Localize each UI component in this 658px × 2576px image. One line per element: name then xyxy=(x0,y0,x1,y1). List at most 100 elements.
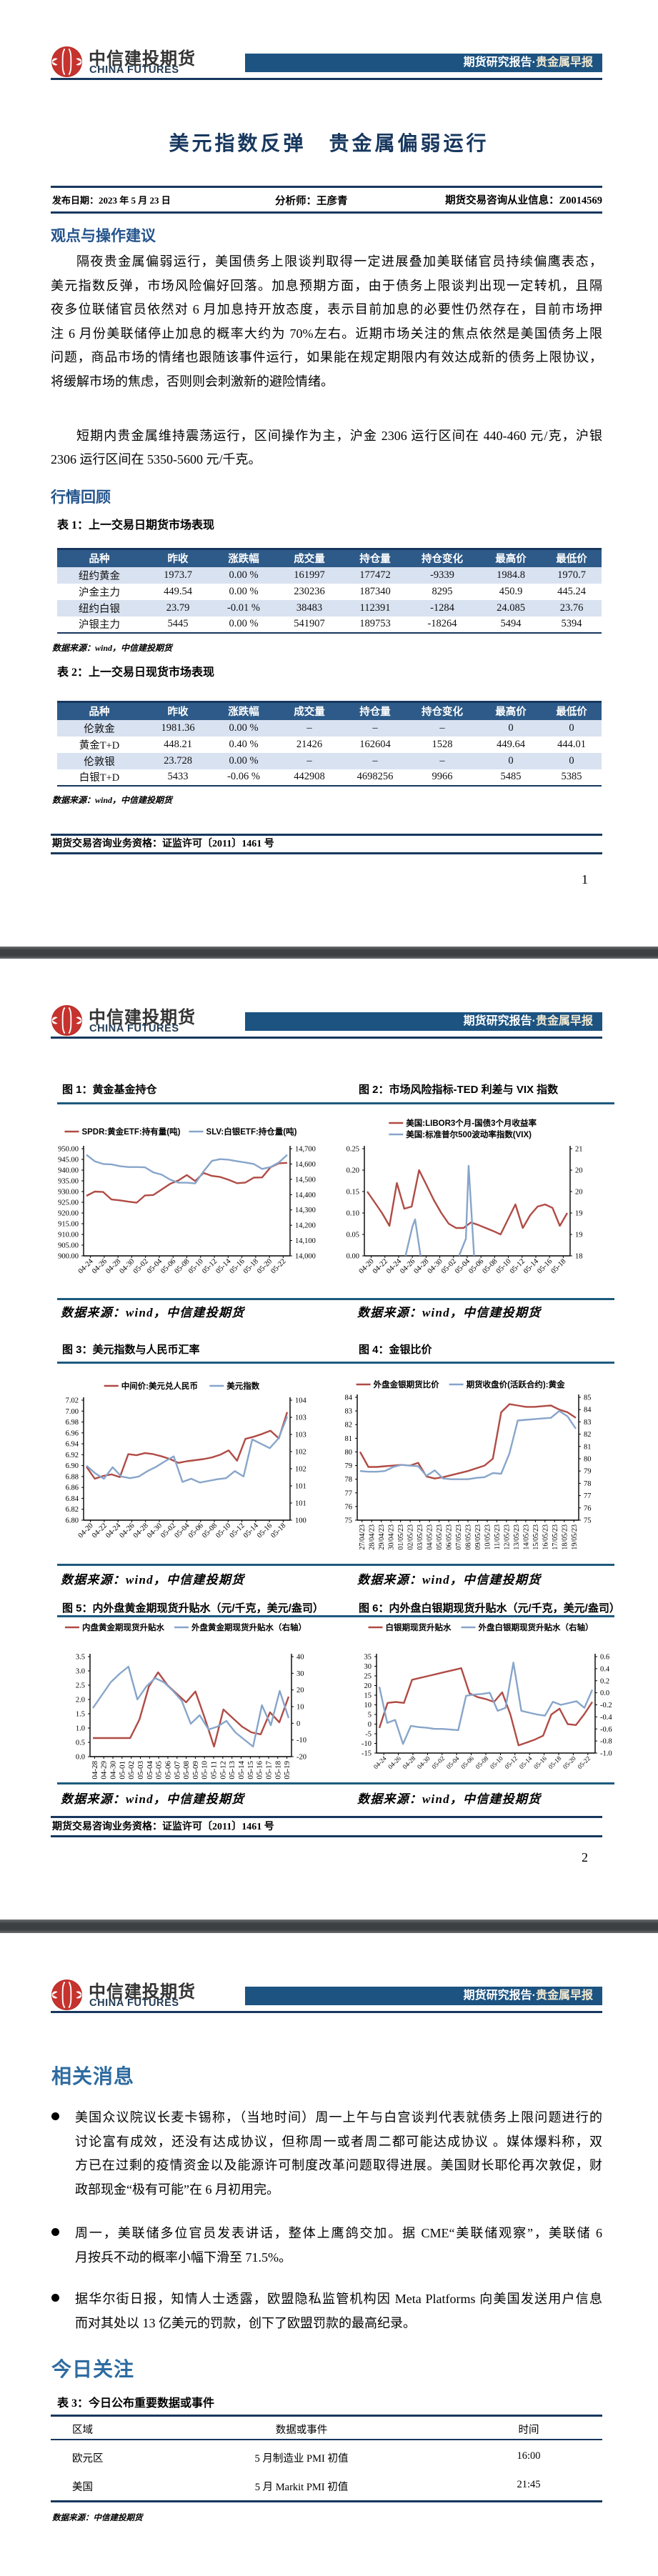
svg-text:15: 15 xyxy=(364,1692,372,1700)
svg-text:-0.4: -0.4 xyxy=(600,1714,612,1722)
svg-text:05-01: 05-01 xyxy=(118,1761,126,1779)
svg-text:82: 82 xyxy=(584,1431,592,1439)
svg-text:905.00: 905.00 xyxy=(58,1242,79,1250)
svg-text:05-16: 05-16 xyxy=(229,1257,246,1275)
svg-text:0.6: 0.6 xyxy=(600,1654,609,1662)
svg-text:20: 20 xyxy=(364,1682,372,1690)
svg-text:04-28: 04-28 xyxy=(412,1257,430,1275)
svg-text:14,300: 14,300 xyxy=(295,1207,316,1214)
svg-text:05-14: 05-14 xyxy=(242,1522,261,1540)
svg-text:81: 81 xyxy=(345,1435,353,1443)
svg-text:04-20: 04-20 xyxy=(77,1522,95,1539)
svg-text:16/05/23: 16/05/23 xyxy=(542,1524,549,1550)
svg-text:2.5: 2.5 xyxy=(76,1682,85,1690)
svg-text:103: 103 xyxy=(295,1414,306,1422)
svg-text:6.88: 6.88 xyxy=(66,1473,79,1481)
svg-text:6.92: 6.92 xyxy=(66,1452,79,1459)
svg-text:03/05/23: 03/05/23 xyxy=(417,1524,424,1550)
svg-text:外盘金银期货比价: 外盘金银期货比价 xyxy=(373,1379,439,1389)
svg-text:05-18: 05-18 xyxy=(549,1257,567,1275)
svg-text:935.00: 935.00 xyxy=(58,1178,79,1186)
svg-text:30: 30 xyxy=(364,1663,372,1671)
svg-text:10: 10 xyxy=(296,1704,304,1712)
svg-text:04-24: 04-24 xyxy=(104,1522,123,1540)
svg-text:04-24: 04-24 xyxy=(77,1257,96,1276)
svg-text:-15: -15 xyxy=(362,1750,372,1758)
svg-text:0.5: 0.5 xyxy=(76,1739,85,1747)
svg-text:6.98: 6.98 xyxy=(66,1419,79,1427)
svg-text:20: 20 xyxy=(575,1167,583,1175)
svg-text:05-02: 05-02 xyxy=(159,1522,177,1539)
svg-text:04-22: 04-22 xyxy=(372,1257,389,1275)
svg-text:0.15: 0.15 xyxy=(347,1189,359,1197)
svg-text:05-06: 05-06 xyxy=(164,1761,172,1779)
svg-text:18/05/23: 18/05/23 xyxy=(561,1524,569,1550)
svg-text:04-28: 04-28 xyxy=(104,1257,122,1275)
svg-text:18: 18 xyxy=(575,1253,583,1261)
svg-text:05-05: 05-05 xyxy=(155,1761,164,1779)
svg-text:27/04/23: 27/04/23 xyxy=(359,1524,367,1550)
svg-text:79: 79 xyxy=(584,1468,592,1476)
svg-text:04-20: 04-20 xyxy=(358,1257,376,1275)
svg-text:04-26: 04-26 xyxy=(399,1257,417,1275)
svg-text:80: 80 xyxy=(584,1456,592,1464)
svg-text:05-03: 05-03 xyxy=(136,1761,145,1779)
svg-text:0.25: 0.25 xyxy=(347,1146,359,1154)
svg-text:79: 79 xyxy=(345,1462,353,1470)
svg-text:83: 83 xyxy=(584,1419,592,1427)
svg-text:05-10: 05-10 xyxy=(495,1257,513,1275)
svg-text:0.00: 0.00 xyxy=(347,1253,359,1261)
svg-text:01/05/23: 01/05/23 xyxy=(397,1524,405,1550)
svg-text:05-15: 05-15 xyxy=(246,1761,255,1779)
svg-text:05-16: 05-16 xyxy=(532,1754,548,1770)
svg-text:08/05/23: 08/05/23 xyxy=(465,1524,473,1550)
svg-text:内盘黄金期现货升贴水: 内盘黄金期现货升贴水 xyxy=(82,1622,164,1632)
svg-text:76: 76 xyxy=(584,1504,592,1512)
svg-text:05-14: 05-14 xyxy=(237,1761,246,1779)
svg-text:14,500: 14,500 xyxy=(295,1176,316,1184)
svg-text:外盘白银期现货升贴水（右轴）: 外盘白银期现货升贴水（右轴） xyxy=(478,1622,594,1632)
svg-text:6.94: 6.94 xyxy=(66,1441,79,1449)
svg-text:930.00: 930.00 xyxy=(58,1189,79,1197)
svg-text:82: 82 xyxy=(345,1422,353,1429)
svg-text:05-10: 05-10 xyxy=(187,1257,205,1275)
svg-text:21: 21 xyxy=(575,1146,583,1154)
svg-text:920.00: 920.00 xyxy=(58,1210,79,1218)
svg-text:美国:标准普尔500波动率指数(VIX): 美国:标准普尔500波动率指数(VIX) xyxy=(406,1129,532,1139)
svg-text:101: 101 xyxy=(295,1500,306,1508)
svg-text:04-24: 04-24 xyxy=(372,1754,388,1770)
svg-text:04-30: 04-30 xyxy=(427,1257,444,1275)
svg-text:04-30: 04-30 xyxy=(416,1754,432,1770)
svg-text:05-13: 05-13 xyxy=(228,1761,236,1779)
svg-text:76: 76 xyxy=(345,1503,353,1511)
svg-text:7.00: 7.00 xyxy=(66,1408,79,1416)
svg-text:05-08: 05-08 xyxy=(174,1257,191,1275)
svg-text:05-06: 05-06 xyxy=(159,1257,177,1275)
svg-text:02/05/23: 02/05/23 xyxy=(407,1524,415,1550)
svg-text:0.20: 0.20 xyxy=(347,1167,359,1175)
svg-text:102: 102 xyxy=(295,1449,306,1457)
svg-text:6.84: 6.84 xyxy=(66,1495,79,1503)
svg-text:-20: -20 xyxy=(296,1754,306,1762)
svg-text:910.00: 910.00 xyxy=(58,1232,79,1239)
svg-text:14,400: 14,400 xyxy=(295,1192,316,1199)
svg-text:04-30: 04-30 xyxy=(146,1522,164,1539)
svg-text:28/04/23: 28/04/23 xyxy=(369,1524,377,1550)
svg-text:3.5: 3.5 xyxy=(76,1654,85,1662)
svg-text:14/05/23: 14/05/23 xyxy=(522,1524,530,1550)
svg-text:05-07: 05-07 xyxy=(173,1761,181,1779)
svg-text:04-30: 04-30 xyxy=(118,1257,136,1275)
svg-text:05-06: 05-06 xyxy=(187,1522,205,1539)
svg-text:05-16: 05-16 xyxy=(536,1257,554,1275)
svg-text:13/05/23: 13/05/23 xyxy=(513,1524,521,1550)
svg-text:17/05/23: 17/05/23 xyxy=(552,1524,559,1550)
svg-text:80: 80 xyxy=(345,1449,353,1457)
svg-text:5: 5 xyxy=(368,1712,372,1719)
svg-text:07/05/23: 07/05/23 xyxy=(455,1524,463,1550)
svg-text:0.05: 0.05 xyxy=(347,1232,359,1239)
svg-text:04-26: 04-26 xyxy=(91,1257,109,1275)
svg-text:05-09: 05-09 xyxy=(191,1761,200,1779)
svg-text:6.86: 6.86 xyxy=(66,1484,79,1492)
svg-text:102: 102 xyxy=(295,1466,306,1474)
svg-text:中间价:美元兑人民币: 中间价:美元兑人民币 xyxy=(121,1381,198,1391)
